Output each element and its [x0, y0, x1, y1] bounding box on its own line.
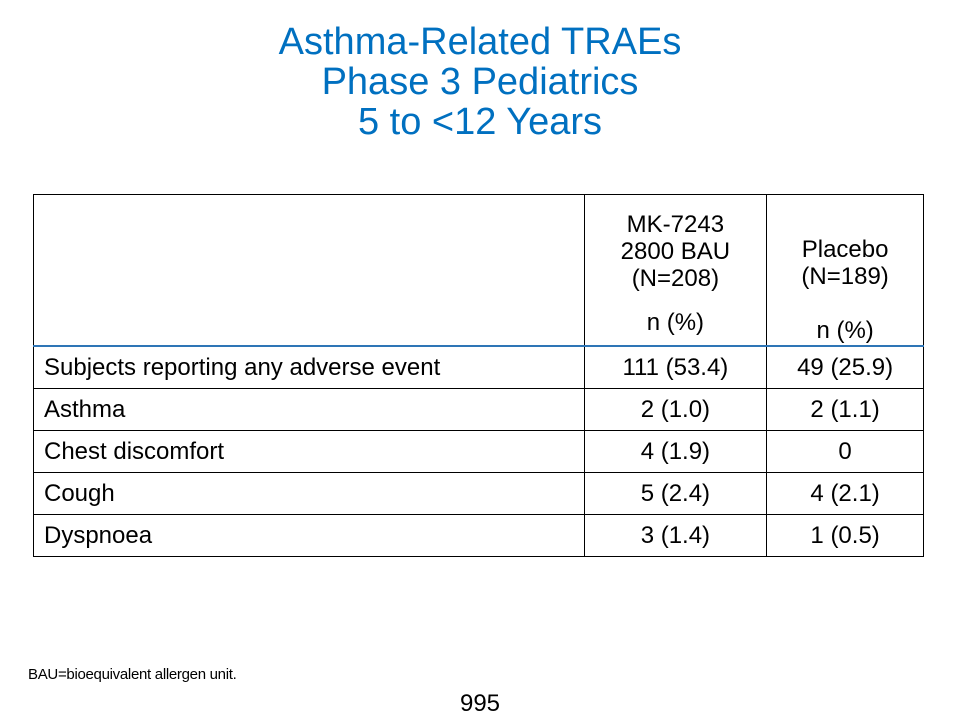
cell-placebo: 2 (1.1): [766, 388, 924, 431]
cell-mk7243: 3 (1.4): [583, 514, 768, 557]
table-row: Dyspnoea 3 (1.4) 1 (0.5): [33, 514, 924, 557]
adverse-events-table: MK-7243 2800 BAU (N=208) n (%) Placebo (…: [33, 194, 924, 557]
cell-mk7243: 5 (2.4): [583, 472, 768, 515]
header-mk7243-unit: n (%): [646, 309, 705, 336]
header-placebo-unit: n (%): [816, 317, 874, 344]
header-placebo-line-2: (N=189): [801, 263, 889, 290]
row-label: Chest discomfort: [33, 430, 585, 473]
table-row: Cough 5 (2.4) 4 (2.1): [33, 472, 924, 515]
cell-mk7243: 4 (1.9): [583, 430, 768, 473]
header-mk7243-line-1: MK-7243: [626, 210, 725, 238]
title-line-2: Phase 3 Pediatrics: [321, 61, 639, 103]
row-label: Cough: [33, 472, 585, 515]
table-row: Asthma 2 (1.0) 2 (1.1): [33, 388, 924, 431]
header-empty-cell: [33, 194, 585, 347]
header-placebo: Placebo (N=189) n (%): [766, 194, 924, 347]
cell-mk7243: 111 (53.4): [583, 345, 768, 389]
header-placebo-line-1: Placebo: [801, 236, 889, 263]
table-row: Subjects reporting any adverse event 111…: [33, 345, 924, 389]
header-mk7243-line-2: 2800 BAU: [620, 237, 731, 265]
row-label: Dyspnoea: [33, 514, 585, 557]
cell-placebo: 0: [766, 430, 924, 473]
table-row: Chest discomfort 4 (1.9) 0: [33, 430, 924, 473]
header-mk7243-line-3: (N=208): [631, 264, 720, 292]
slide-title: Asthma-Related TRAEs Phase 3 Pediatrics …: [0, 22, 960, 142]
cell-mk7243: 2 (1.0): [583, 388, 768, 431]
footnote: BAU=bioequivalent allergen unit.: [28, 666, 237, 683]
table-header-row: MK-7243 2800 BAU (N=208) n (%) Placebo (…: [33, 194, 924, 347]
title-line-3: 5 to <12 Years: [357, 101, 603, 143]
cell-placebo: 49 (25.9): [766, 345, 924, 389]
row-label: Asthma: [33, 388, 585, 431]
title-line-1: Asthma-Related TRAEs: [278, 21, 682, 63]
header-mk7243: MK-7243 2800 BAU (N=208) n (%): [583, 194, 768, 347]
cell-placebo: 1 (0.5): [766, 514, 924, 557]
page-number: 995: [459, 690, 501, 717]
row-label: Subjects reporting any adverse event: [33, 345, 585, 389]
cell-placebo: 4 (2.1): [766, 472, 924, 515]
